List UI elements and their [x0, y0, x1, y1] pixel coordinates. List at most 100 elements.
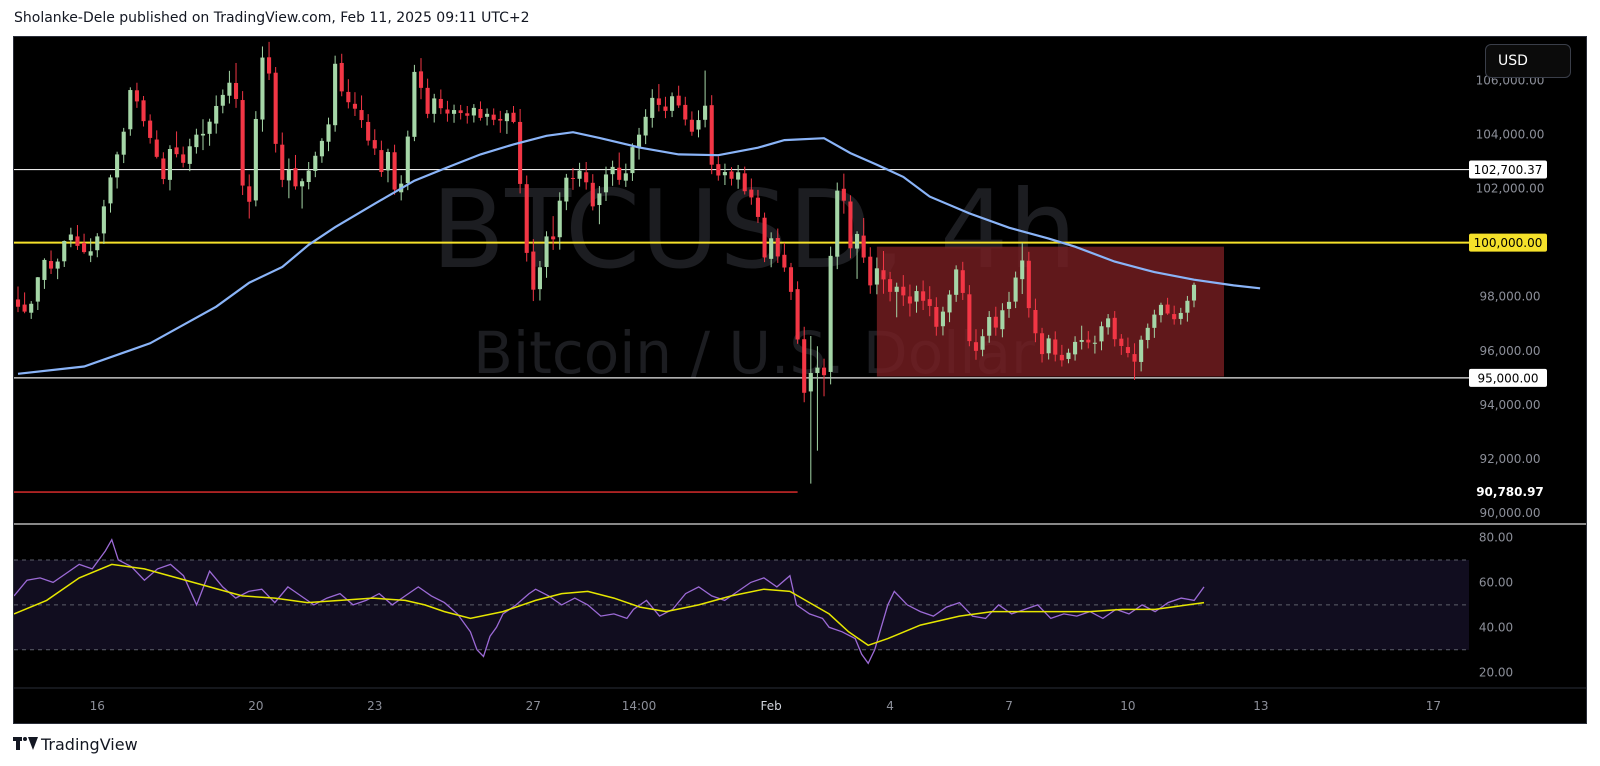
currency-button[interactable]: USD	[1485, 44, 1571, 78]
candle	[379, 150, 384, 173]
candle	[121, 131, 126, 155]
candle	[352, 103, 357, 109]
candle	[418, 71, 424, 88]
candle	[313, 155, 318, 171]
candle	[372, 140, 377, 149]
level-label-text: 100,000.00	[1474, 236, 1543, 250]
tradingview-logo[interactable]: TradingView	[13, 733, 138, 755]
time-tick-label: 17	[1426, 699, 1441, 713]
candle	[1172, 314, 1177, 320]
candle	[62, 240, 67, 262]
candle	[736, 172, 741, 180]
candle	[940, 311, 945, 327]
price-tick-label: 92,000.00	[1479, 452, 1540, 466]
candle	[465, 113, 470, 116]
price-tick-label: 90,000.00	[1479, 506, 1540, 520]
candle	[392, 152, 397, 190]
candle	[1132, 354, 1137, 362]
price-tick-label: 102,000.00	[1476, 182, 1545, 196]
candle	[68, 234, 73, 241]
candle	[48, 261, 54, 269]
candle	[782, 254, 787, 268]
candle	[207, 121, 212, 134]
candle	[485, 113, 490, 117]
candle	[973, 342, 979, 351]
candle	[1026, 260, 1031, 309]
candle	[432, 98, 437, 114]
candles	[15, 41, 1197, 484]
candle	[491, 114, 496, 120]
candle	[75, 236, 80, 246]
price-tick-label: 98,000.00	[1479, 290, 1540, 304]
candle	[537, 267, 542, 290]
candle	[742, 173, 747, 192]
level-label-bg	[1469, 233, 1547, 252]
candle	[194, 134, 199, 148]
candle	[141, 100, 146, 122]
candle	[471, 107, 476, 116]
candle	[1139, 339, 1144, 362]
candle	[1145, 327, 1150, 341]
tradingview-brand: TradingView	[41, 734, 138, 754]
candle	[696, 120, 701, 130]
candle	[108, 177, 113, 204]
candle	[1066, 352, 1071, 359]
candle	[200, 133, 206, 136]
candle	[795, 289, 800, 340]
time-tick-label: 13	[1253, 699, 1268, 713]
candle	[498, 118, 503, 121]
candle	[445, 109, 450, 114]
candle	[88, 251, 93, 256]
level-label-bg	[1469, 160, 1547, 179]
candle	[821, 367, 827, 376]
price-tick-label: 96,000.00	[1479, 344, 1540, 358]
candle	[319, 140, 324, 157]
candle	[921, 291, 926, 301]
candle	[934, 307, 939, 327]
level-label-bg	[1469, 368, 1547, 387]
candle	[161, 158, 166, 180]
candle	[855, 233, 860, 249]
candle	[359, 110, 364, 121]
candle	[1112, 317, 1117, 340]
candle	[1086, 339, 1091, 343]
candle	[670, 96, 675, 111]
candle	[927, 299, 932, 306]
chart-frame[interactable]: BTCUSD, 4h Bitcoin / U.S. Dollar 106,000.0…	[13, 36, 1587, 724]
candle	[1006, 301, 1012, 309]
candle	[1185, 300, 1190, 313]
candle	[1106, 318, 1111, 328]
candle	[220, 94, 225, 106]
candle	[663, 106, 668, 111]
candle	[544, 236, 549, 267]
time-tick-label: 7	[1005, 699, 1013, 713]
candle	[551, 236, 556, 240]
candle	[914, 291, 919, 302]
candle	[597, 193, 602, 206]
candle	[636, 134, 642, 148]
candle	[1059, 354, 1064, 361]
candle	[1079, 340, 1084, 342]
candle	[841, 188, 846, 201]
candle	[42, 259, 47, 280]
candle	[253, 118, 258, 201]
candle	[333, 63, 338, 126]
candle	[643, 116, 648, 136]
time-tick-label: 16	[90, 699, 105, 713]
candle	[214, 105, 219, 124]
candle	[438, 98, 443, 109]
candle	[683, 104, 688, 120]
candle	[531, 251, 536, 290]
candle	[458, 110, 463, 114]
time-axis: 16 20 23 27 14:00 Feb 4 7 10 13 17	[90, 699, 1441, 713]
publisher-line: Sholanke-Dele published on TradingView.c…	[14, 10, 530, 26]
time-tick-label: 27	[526, 699, 541, 713]
candle	[385, 151, 391, 171]
candle	[1039, 333, 1045, 355]
candle	[1152, 314, 1157, 328]
candle	[703, 105, 708, 120]
rsi-tick-label: 40.00	[1479, 620, 1513, 634]
candle	[101, 206, 106, 234]
candle	[1125, 347, 1130, 354]
